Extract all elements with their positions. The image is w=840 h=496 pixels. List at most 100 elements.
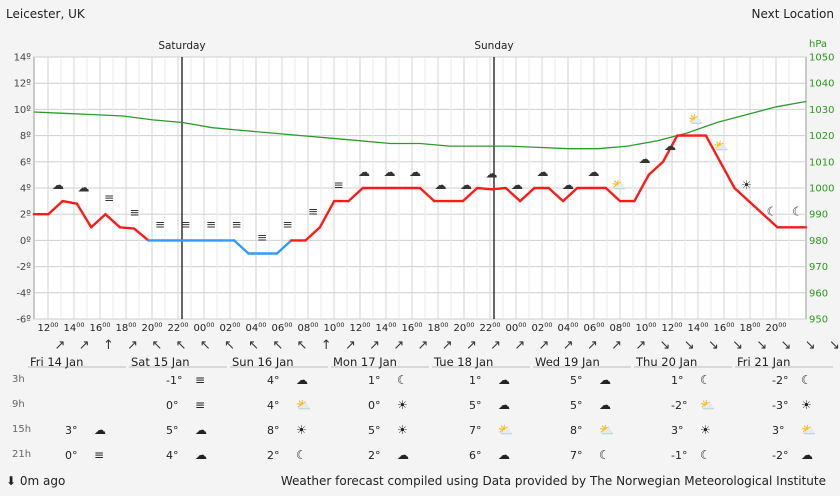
day-tab[interactable]: Fri 14 Jan <box>30 355 83 369</box>
sun-cloud-icon: ⛅ <box>599 423 614 437</box>
wind-arrow-icon: ↖ <box>176 338 187 353</box>
wind-arrow-icon: ↘ <box>805 338 816 353</box>
wind-arrow-icon: ↗ <box>393 338 404 353</box>
y-right-tick: 970 <box>809 262 828 273</box>
y-right-tick: 980 <box>809 236 828 247</box>
temperature-segment <box>75 202 93 229</box>
y-right-label: hPa <box>809 39 827 50</box>
sun-icon: ☀ <box>397 398 408 412</box>
forecast-chart: 14º 1050 12º 1040 10º 1030 8º 1020 6º 1010 4º 1000 2… <box>14 39 840 369</box>
table-temp: 4° <box>267 374 280 387</box>
temperature-segment <box>318 199 336 229</box>
y-left-tick: 10º <box>14 105 32 116</box>
wind-arrow-icon: ↗ <box>418 338 429 353</box>
wind-arrow-icon: ↘ <box>708 338 719 353</box>
day-tab[interactable]: Fri 21 Jan <box>737 355 790 369</box>
y-left-tick: 8º <box>20 131 31 142</box>
x-tick: 2000 <box>141 321 162 334</box>
x-tick: 2000 <box>453 321 474 334</box>
fog-icon: ≡ <box>257 231 267 245</box>
y-right-tick: 1040 <box>809 79 834 90</box>
wind-arrow-icon: ↗ <box>635 338 646 353</box>
day-tab[interactable]: Mon 17 Jan <box>333 355 397 369</box>
temperature-segment <box>61 199 79 205</box>
x-tick: 0400 <box>245 321 266 334</box>
sun-cloud-icon: ⛅ <box>498 423 513 437</box>
cloud2-icon: ☁ <box>397 448 409 462</box>
table-temp: 8° <box>570 424 583 437</box>
sun-cloud-icon: ⛅ <box>700 398 715 412</box>
table-temp: -2° <box>671 399 688 412</box>
wind-arrow-icon: ↗ <box>55 338 66 353</box>
table-temp: 5° <box>469 399 482 412</box>
x-tick: 1000 <box>635 321 656 334</box>
temperature-segment <box>547 186 565 203</box>
last-updated-text: 0m ago <box>19 474 66 488</box>
table-temp: 0° <box>65 449 78 462</box>
cloud-icon: ☁ <box>460 178 472 192</box>
x-tick: 1200 <box>349 321 370 334</box>
y-right-tick: 1030 <box>809 105 834 116</box>
y-right-tick: 950 <box>809 315 828 326</box>
wind-arrow-icon: ↘ <box>829 338 840 353</box>
moon-icon: ☾ <box>397 373 408 387</box>
fog-icon: ≡ <box>195 398 206 412</box>
cloud-icon: ☁ <box>498 398 510 412</box>
table-row-label: 9h <box>12 399 25 410</box>
day-header: Saturday <box>158 40 205 52</box>
x-tick: 1800 <box>427 321 448 334</box>
cloud-icon: ☁ <box>562 178 574 192</box>
cloud2-icon: ☁ <box>498 448 510 462</box>
sun-cloud-icon: ⛅ <box>688 113 703 127</box>
cloud-icon: ☁ <box>498 373 510 387</box>
day-tab[interactable]: Sun 16 Jan <box>232 355 294 369</box>
fog-icon: ≡ <box>104 191 114 205</box>
cloud-icon: ☁ <box>664 139 676 153</box>
wind-arrow-icon: ↗ <box>490 338 501 353</box>
day-tab[interactable]: Thu 20 Jan <box>635 355 697 369</box>
temperature-segment <box>719 160 736 190</box>
y-right-tick: 1000 <box>809 184 834 195</box>
x-tick: 0200 <box>531 321 552 334</box>
x-tick: 0400 <box>557 321 578 334</box>
table-temp: 2° <box>368 449 381 462</box>
wind-arrow-icon: ↗ <box>587 338 598 353</box>
table-temp: 3° <box>772 424 785 437</box>
table-temp: 7° <box>469 424 482 437</box>
cloud-icon: ☁ <box>511 178 523 192</box>
wind-arrow-icon: ↗ <box>442 338 453 353</box>
wind-arrow-icon: ↘ <box>732 338 743 353</box>
temperature-segment <box>418 186 436 203</box>
fog-icon: ≡ <box>195 373 206 387</box>
wind-arrow-icon: ↑ <box>321 338 332 353</box>
day-tab[interactable]: Tue 18 Jan <box>433 355 493 369</box>
fog-icon: ≡ <box>231 217 241 231</box>
table-temp: 0° <box>166 399 179 412</box>
moon-icon: ☾ <box>792 204 803 218</box>
day-tab[interactable]: Wed 19 Jan <box>535 355 600 369</box>
temperature-segment <box>476 186 493 191</box>
next-location-link[interactable]: Next Location <box>751 7 834 21</box>
wind-arrow-icon: ↑ <box>103 338 114 353</box>
y-right-tick: 960 <box>809 288 828 299</box>
day-tab[interactable]: Sat 15 Jan <box>131 355 190 369</box>
wind-arrow-icon: ↗ <box>611 338 622 353</box>
wind-arrow-icon: ↘ <box>781 338 792 353</box>
wind-arrow-icon: ↗ <box>127 338 138 353</box>
table-temp: 1° <box>368 374 381 387</box>
x-tick: 1600 <box>713 321 734 334</box>
x-tick: 0000 <box>193 321 214 334</box>
temperature-segment <box>604 186 622 203</box>
sun-cloud-icon: ⛅ <box>714 139 729 153</box>
table-temp: 8° <box>267 424 280 437</box>
fog-icon: ≡ <box>333 178 343 192</box>
temperature-segment <box>89 212 107 229</box>
x-tick: 1200 <box>37 321 58 334</box>
cloud-icon: ☁ <box>384 165 396 179</box>
x-tick: 0600 <box>583 321 604 334</box>
temperature-segment <box>504 186 522 203</box>
cloud-icon: ☁ <box>296 373 308 387</box>
x-tick: 0800 <box>609 321 630 334</box>
temperature-segment <box>304 226 322 242</box>
fog-icon: ≡ <box>308 204 318 218</box>
